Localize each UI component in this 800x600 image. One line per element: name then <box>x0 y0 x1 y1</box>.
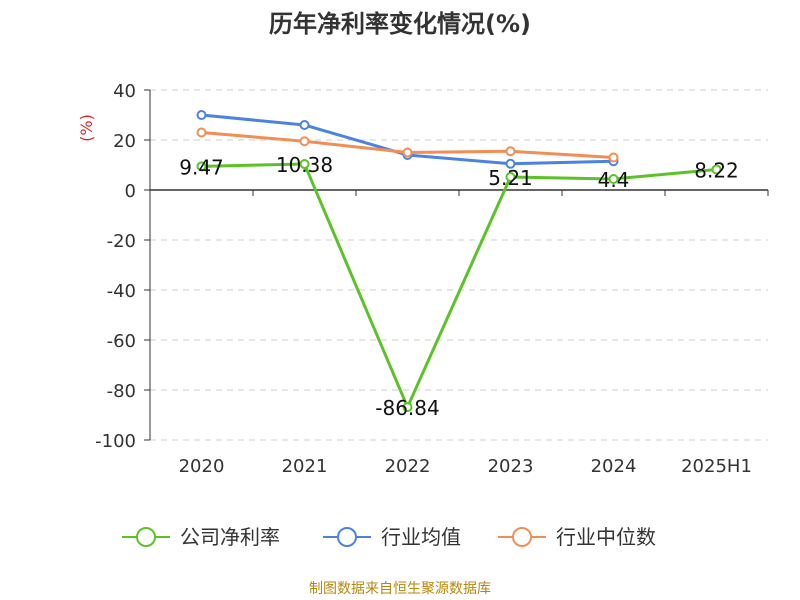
data-point <box>196 110 207 120</box>
legend-marker <box>337 527 357 547</box>
legend-item[interactable]: 行业均值 <box>323 525 461 549</box>
y-tick-label: 40 <box>113 81 136 102</box>
data-point <box>711 164 722 175</box>
y-axis-label: (%) <box>77 114 96 142</box>
legend-label: 行业中位数 <box>556 525 656 549</box>
y-tick-label: -80 <box>107 381 136 402</box>
data-label: 4.4 <box>598 168 630 192</box>
data-label: 10.38 <box>276 153 333 177</box>
legend-item[interactable]: 公司净利率 <box>122 525 280 549</box>
legend[interactable]: 公司净利率 行业均值 行业中位数 <box>122 525 656 549</box>
data-point <box>505 171 516 182</box>
x-tick-label: 2022 <box>385 456 431 477</box>
legend-marker <box>512 527 532 547</box>
data-label: 9.47 <box>179 155 224 179</box>
legend-label: 行业均值 <box>381 525 461 549</box>
legend-label: 公司净利率 <box>180 525 280 549</box>
data-label: -86.84 <box>375 396 439 420</box>
x-tick-label: 2025H1 <box>681 456 752 477</box>
x-tick-label: 2023 <box>488 456 534 477</box>
chart-title: 历年净利率变化情况(%) <box>269 10 531 38</box>
x-tick-label: 2021 <box>282 456 328 477</box>
data-point <box>299 120 310 130</box>
data-label: 8.22 <box>694 158 739 182</box>
y-tick-label: 0 <box>125 181 136 202</box>
data-point <box>299 136 310 147</box>
data-point <box>505 158 516 169</box>
source-note: 制图数据来自恒生聚源数据库 <box>309 581 491 597</box>
data-point <box>402 147 413 158</box>
x-tick-label: 2020 <box>179 456 225 477</box>
data-point <box>608 174 619 184</box>
axis-layer: 40 20 0 -20 -40 -60 -80 -100 2020 2021 2022 2023 202… <box>77 81 769 477</box>
legend-marker <box>136 527 156 547</box>
y-tick-label: -20 <box>107 231 136 252</box>
data-point <box>196 127 207 138</box>
series-layer <box>196 110 722 413</box>
series-line <box>201 162 717 409</box>
data-point <box>196 161 207 172</box>
data-point <box>505 146 516 157</box>
grid-layer <box>150 89 768 441</box>
data-point <box>402 402 413 413</box>
legend-item[interactable]: 行业中位数 <box>498 525 656 549</box>
y-tick-label: -60 <box>107 331 136 352</box>
data-label: 5.21 <box>488 166 533 190</box>
data-label-layer: 9.47 10.38 -86.84 5.21 4.4 8.22 <box>179 153 739 420</box>
y-tick-label: 20 <box>113 131 136 152</box>
data-point <box>608 152 619 163</box>
data-point <box>299 159 310 170</box>
x-tick-label: 2024 <box>591 456 637 477</box>
y-tick-label: -100 <box>95 431 136 452</box>
y-tick-label: -40 <box>107 281 136 302</box>
